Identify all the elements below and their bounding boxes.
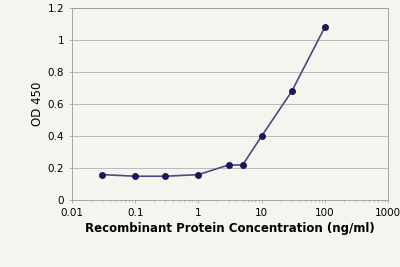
Y-axis label: OD 450: OD 450 <box>30 82 44 126</box>
X-axis label: Recombinant Protein Concentration (ng/ml): Recombinant Protein Concentration (ng/ml… <box>85 222 375 235</box>
